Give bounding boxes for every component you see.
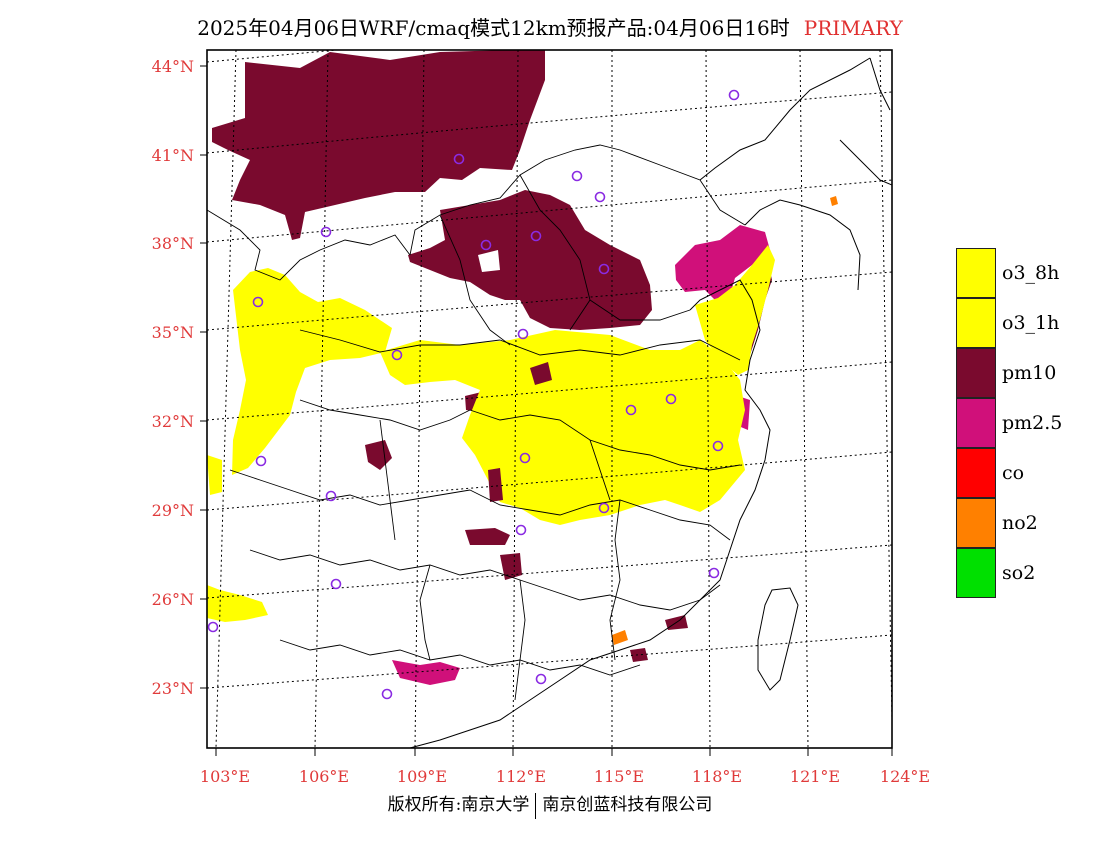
coastline xyxy=(409,57,892,748)
legend-swatch xyxy=(956,348,996,398)
lon-label: 106°E xyxy=(299,767,349,786)
station-marker xyxy=(330,578,342,590)
legend-label: no2 xyxy=(1002,512,1038,534)
station-marker xyxy=(252,296,264,308)
station-marker xyxy=(320,226,332,238)
station-marker xyxy=(325,490,337,502)
station-marker xyxy=(519,452,531,464)
lat-axis xyxy=(200,65,207,689)
province-boundaries xyxy=(207,144,746,701)
pm10-gap xyxy=(478,250,500,272)
station-marker xyxy=(728,89,740,101)
pm10-region-north xyxy=(212,50,545,240)
graticule xyxy=(207,50,892,748)
pm10-patch-hunan xyxy=(465,528,510,545)
no2-patch-korea xyxy=(830,196,838,206)
o3-region-east-coast xyxy=(695,245,775,375)
legend-label: o3_8h xyxy=(1002,262,1060,284)
legend-label: pm2.5 xyxy=(1002,412,1063,434)
station-marker xyxy=(598,263,610,275)
lat-label: 29°N xyxy=(152,501,194,520)
pm10-patch-guangdong xyxy=(630,648,648,662)
station-marker xyxy=(381,688,393,700)
lon-label: 124°E xyxy=(880,767,930,786)
lon-labels: 103°E 106°E 109°E 112°E 115°E 118°E 121°… xyxy=(200,767,930,786)
copyright-right: 南京创蓝科技有限公司 xyxy=(542,795,713,815)
station-marker xyxy=(530,230,542,242)
lon-label: 109°E xyxy=(397,767,447,786)
copyright-footer: 版权所有:南京大学 南京创蓝科技有限公司 xyxy=(0,790,1100,819)
station-marker xyxy=(255,455,267,467)
station-marker xyxy=(708,567,720,579)
legend-swatch xyxy=(956,448,996,498)
station-marker xyxy=(453,153,465,165)
legend-label: o3_1h xyxy=(1002,312,1060,334)
station-marker xyxy=(665,393,677,405)
lat-label: 35°N xyxy=(152,323,194,342)
legend-swatch xyxy=(956,298,996,348)
footer-divider xyxy=(535,792,537,819)
no2-patch-guangdong xyxy=(612,630,628,645)
legend-swatch xyxy=(956,498,996,548)
lat-label: 44°N xyxy=(152,57,194,76)
pm10-region-central xyxy=(408,190,652,330)
station-marker xyxy=(598,502,610,514)
lat-label: 38°N xyxy=(152,234,194,253)
station-marker xyxy=(480,239,492,251)
pm25-region-guangxi xyxy=(392,660,460,685)
pm10-patch-nenjiang xyxy=(500,553,522,580)
station-markers xyxy=(207,89,740,700)
pm10-patch-sichuan xyxy=(365,440,392,470)
legend-label: so2 xyxy=(1002,562,1036,584)
lon-label: 115°E xyxy=(594,767,644,786)
map-title: 2025年04月06日WRF/cmaq模式12km预报产品:04月06日16时 P… xyxy=(0,12,1100,41)
lon-label: 103°E xyxy=(200,767,250,786)
pm10-patch-hunan2 xyxy=(488,468,503,502)
station-marker xyxy=(571,170,583,182)
legend-label: pm10 xyxy=(1002,362,1057,384)
o3-region-central xyxy=(380,330,745,525)
o3-region-south-west xyxy=(207,585,268,622)
map-content xyxy=(207,50,892,748)
station-marker xyxy=(391,349,403,361)
title-text: 2025年04月06日WRF/cmaq模式12km预报产品:04月06日16时 xyxy=(197,16,790,40)
legend-label: co xyxy=(1002,462,1025,484)
map-frame xyxy=(206,49,893,749)
lon-label: 112°E xyxy=(496,767,546,786)
legend-swatch xyxy=(956,248,996,298)
pm25-region-shandong xyxy=(675,225,770,302)
lat-labels: 44°N 41°N 38°N 35°N 32°N 29°N 26°N 23°N xyxy=(152,57,194,698)
lat-label: 26°N xyxy=(152,590,194,609)
station-marker xyxy=(207,621,219,633)
pm10-patch-henan xyxy=(530,362,552,385)
lat-label: 41°N xyxy=(152,146,194,165)
station-marker xyxy=(625,404,637,416)
lon-label: 121°E xyxy=(790,767,840,786)
legend-swatch xyxy=(956,398,996,448)
o3-region-west xyxy=(232,268,392,475)
station-marker xyxy=(517,328,529,340)
legend-swatch xyxy=(956,548,996,598)
lon-axis xyxy=(215,748,893,756)
o3-region-west-edge xyxy=(207,455,222,495)
station-marker xyxy=(712,440,724,452)
lat-label: 23°N xyxy=(152,679,194,698)
station-marker xyxy=(594,191,606,203)
copyright-left: 版权所有:南京大学 xyxy=(387,795,530,815)
lat-label: 32°N xyxy=(152,412,194,431)
station-marker xyxy=(535,673,547,685)
station-marker xyxy=(515,524,527,536)
lon-label: 118°E xyxy=(692,767,742,786)
primary-badge: PRIMARY xyxy=(803,16,903,40)
